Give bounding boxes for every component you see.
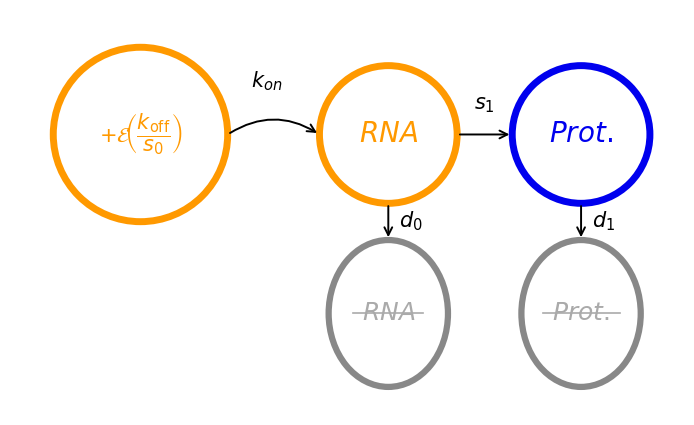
Text: $s_1$: $s_1$	[474, 95, 495, 115]
Text: $+\mathcal{E}\!\left(\dfrac{k_{\mathrm{off}}}{s_0}\right)$: $+\mathcal{E}\!\left(\dfrac{k_{\mathrm{o…	[99, 112, 183, 157]
Text: $d_0$: $d_0$	[400, 210, 423, 233]
Text: $d_1$: $d_1$	[593, 210, 616, 233]
Text: $\mathit{RNA}$: $\mathit{RNA}$	[362, 302, 415, 325]
Text: $\mathit{Prot.}$: $\mathit{Prot.}$	[552, 302, 610, 325]
Text: $k_{on}$: $k_{on}$	[251, 69, 282, 93]
Text: $\mathit{Prot.}$: $\mathit{Prot.}$	[549, 121, 613, 148]
Text: $\mathit{RNA}$: $\mathit{RNA}$	[359, 121, 418, 148]
